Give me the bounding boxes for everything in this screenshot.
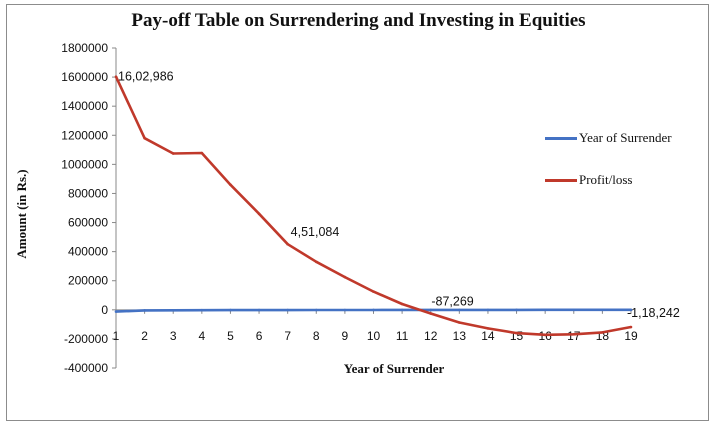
data-point (572, 308, 576, 312)
data-point (429, 312, 433, 315)
legend-item-year-of-surrender: Year of Surrender (545, 128, 672, 148)
x-tick-label: 5 (227, 329, 234, 343)
y-tick-label: 1800000 (61, 41, 108, 55)
x-tick-label: 6 (256, 329, 263, 343)
x-axis-label: Year of Surrender (343, 361, 445, 376)
x-tick-label: 19 (624, 329, 638, 343)
x-tick-label: 12 (424, 329, 438, 343)
data-point (543, 308, 547, 312)
data-label: -87,269 (431, 295, 473, 309)
data-point (629, 325, 633, 329)
data-point (515, 331, 518, 335)
data-point (314, 308, 318, 312)
y-tick-label: 200000 (68, 274, 108, 288)
data-point (257, 308, 261, 312)
data-point (229, 183, 232, 187)
data-point (372, 290, 375, 293)
data-point (343, 275, 347, 279)
y-tick-label: 800000 (68, 186, 108, 200)
data-point (171, 152, 175, 155)
x-tick-label: 11 (396, 329, 409, 343)
data-point (400, 302, 404, 306)
legend-swatch (545, 136, 577, 140)
data-point (143, 136, 146, 140)
y-tick-label: 1200000 (61, 128, 108, 142)
data-point (200, 308, 204, 312)
x-tick-label: 9 (342, 329, 349, 343)
data-point (601, 308, 604, 312)
y-tick-label: -200000 (64, 332, 108, 346)
x-tick-label: 13 (453, 329, 467, 343)
y-tick-label: 600000 (68, 216, 108, 230)
chart-title: Pay-off Table on Surrendering and Invest… (131, 10, 586, 31)
data-point (629, 308, 633, 312)
data-point (171, 308, 175, 312)
data-point (458, 308, 461, 312)
data-point (372, 308, 375, 312)
x-tick-label: 15 (510, 329, 524, 343)
data-point (286, 242, 289, 246)
x-tick-label: 3 (170, 329, 177, 343)
legend: Year of Surrender Profit/loss (545, 128, 672, 212)
data-point (314, 260, 318, 264)
legend-label: Profit/loss (579, 172, 633, 187)
data-point (486, 327, 490, 330)
legend-label: Year of Surrender (579, 130, 672, 145)
chart-frame (6, 4, 709, 421)
data-point (257, 212, 261, 216)
y-tick-label: 1400000 (61, 99, 108, 113)
x-tick-label: 8 (313, 329, 320, 343)
data-point (486, 308, 490, 312)
legend-item-profit-loss: Profit/loss (545, 170, 672, 190)
data-point (229, 308, 232, 312)
data-point (572, 332, 576, 336)
data-label: 16,02,986 (118, 70, 174, 84)
data-point (543, 333, 547, 337)
x-tick-label: 1 (113, 329, 120, 343)
data-point (143, 309, 146, 312)
data-point (458, 321, 461, 324)
y-tick-label: 1600000 (61, 70, 108, 84)
data-point (286, 308, 289, 312)
data-point (114, 75, 118, 78)
y-tick-label: 400000 (68, 245, 108, 259)
data-label: 4,51,084 (291, 225, 340, 239)
data-point (429, 308, 433, 312)
y-tick-label: -400000 (64, 361, 108, 375)
x-tick-label: 10 (367, 329, 381, 343)
x-tick-label: 2 (141, 329, 148, 343)
data-point (343, 308, 347, 312)
data-point (114, 310, 118, 313)
data-label: -1,18,242 (627, 306, 680, 320)
data-point (515, 308, 518, 312)
y-tick-label: 0 (101, 303, 108, 317)
data-point (601, 331, 604, 334)
x-tick-label: 4 (198, 329, 205, 343)
x-tick-label: 14 (481, 329, 495, 343)
legend-swatch (545, 178, 577, 182)
data-point (200, 151, 204, 155)
y-tick-label: 1000000 (61, 157, 108, 171)
x-tick-label: 17 (567, 329, 581, 343)
data-point (400, 308, 404, 312)
x-tick-label: 7 (284, 329, 291, 343)
